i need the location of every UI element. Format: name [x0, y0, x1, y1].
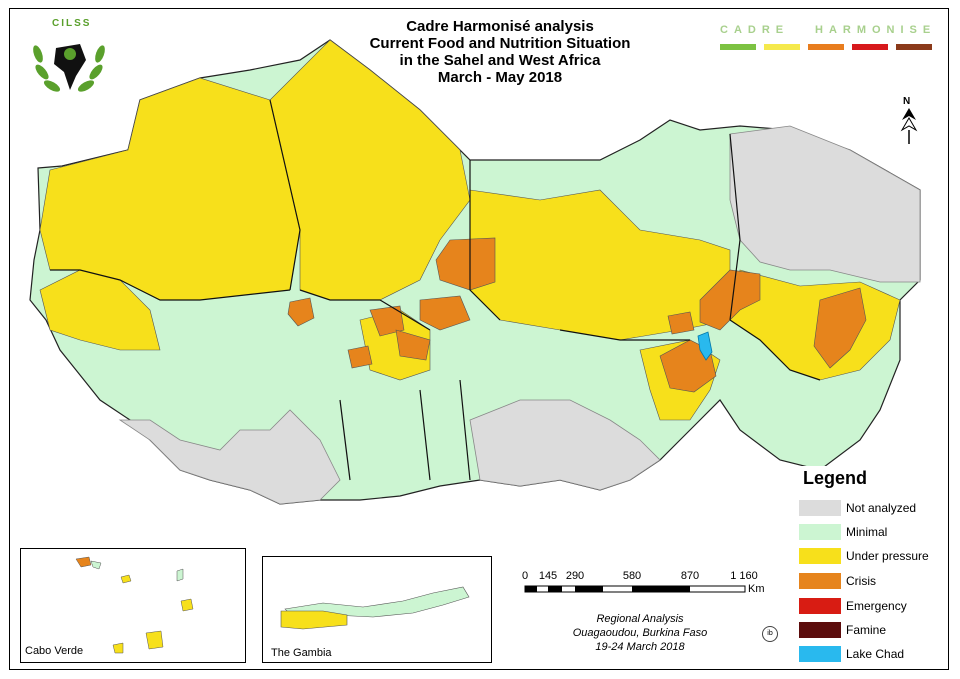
inset-cabo-verde: Cabo Verde: [20, 548, 246, 663]
national-boundaries: [50, 99, 821, 481]
map-frame: [9, 8, 949, 670]
banner-swatch-1: [720, 44, 756, 50]
legend-swatch: [799, 524, 841, 540]
region-crisis-mali-west: [287, 297, 315, 327]
region-crisis-niger-south: [667, 311, 695, 335]
legend-label: Emergency: [846, 599, 907, 613]
title-line-4: March - May 2018: [437, 69, 563, 86]
signature-mark: ib: [762, 626, 778, 642]
map-legend: Legend Not analyzed Minimal Under pressu…: [795, 466, 945, 666]
scale-tick-145: 145: [538, 570, 558, 582]
credit-line-2: Ouagaoudou, Burkina Faso: [572, 627, 708, 639]
region-crisis-mali-center: [419, 295, 471, 331]
banner-word-harmonise: HARMONISE: [815, 24, 937, 36]
region-not-analyzed-nigeria: [469, 399, 661, 491]
legend-label: Minimal: [846, 525, 888, 539]
legend-swatch: [799, 500, 841, 516]
region-crisis-burkina-east: [395, 329, 431, 361]
credit-block: Regional Analysis Ouagaoudou, Burkina Fa…: [540, 612, 740, 654]
title-line-2: Current Food and Nutrition Situation: [369, 35, 631, 52]
legend-label: Famine: [846, 623, 887, 637]
region-crisis-burkina-north: [369, 305, 405, 337]
scale-unit: Km: [748, 583, 765, 595]
scale-tick-870: 870: [680, 570, 700, 582]
legend-swatch: [799, 646, 841, 662]
logo-text: CILSS: [52, 18, 92, 29]
banner-swatch-4: [852, 44, 888, 50]
north-arrow-icon: N: [898, 96, 920, 148]
legend-title: Legend: [803, 468, 868, 488]
credit-line-3: 19-24 March 2018: [595, 641, 685, 653]
region-crisis-chad-east: [813, 287, 867, 369]
region-not-analyzed-north: [729, 125, 921, 283]
inset-label-cabo-verde: Cabo Verde: [25, 645, 84, 657]
map-title: Cadre Harmonisé analysis Current Food an…: [300, 18, 700, 86]
region-crisis-burkina-west: [347, 345, 373, 369]
inset-label-gambia: The Gambia: [271, 647, 332, 659]
banner-swatch-2: [764, 44, 800, 50]
scale-bar: 0 145 290 580 870 1 160 Km: [520, 570, 780, 610]
legend-label: Under pressure: [846, 549, 929, 563]
inset-gambia: The Gambia: [262, 556, 492, 663]
legend-label: Crisis: [846, 574, 876, 588]
banner-swatch-5: [896, 44, 932, 50]
legend-swatch: [799, 548, 841, 564]
banner-swatch-3: [808, 44, 844, 50]
legend-label: Not analyzed: [846, 501, 917, 515]
region-crisis-niger-east: [699, 269, 761, 331]
credit-line-1: Regional Analysis: [596, 613, 684, 625]
region-not-analyzed-south-west: [118, 409, 341, 505]
scale-tick-0: 0: [521, 570, 529, 582]
title-line-1: Cadre Harmonisé analysis: [406, 18, 594, 35]
north-label: N: [903, 96, 911, 107]
banner-word-cadre: CADRE: [720, 24, 790, 36]
legend-swatch: [799, 622, 841, 638]
cilss-logo: CILSS: [28, 14, 110, 102]
legend-swatch: [799, 598, 841, 614]
region-under-pressure-mauritania: [39, 77, 301, 301]
scale-tick-290: 290: [565, 570, 585, 582]
scale-tick-580: 580: [622, 570, 642, 582]
legend-label: Lake Chad: [846, 647, 905, 661]
title-line-3: in the Sahel and West Africa: [399, 52, 601, 69]
legend-swatch: [799, 573, 841, 589]
scale-tick-1160: 1 160: [730, 570, 758, 582]
lake-chad: [697, 331, 713, 361]
